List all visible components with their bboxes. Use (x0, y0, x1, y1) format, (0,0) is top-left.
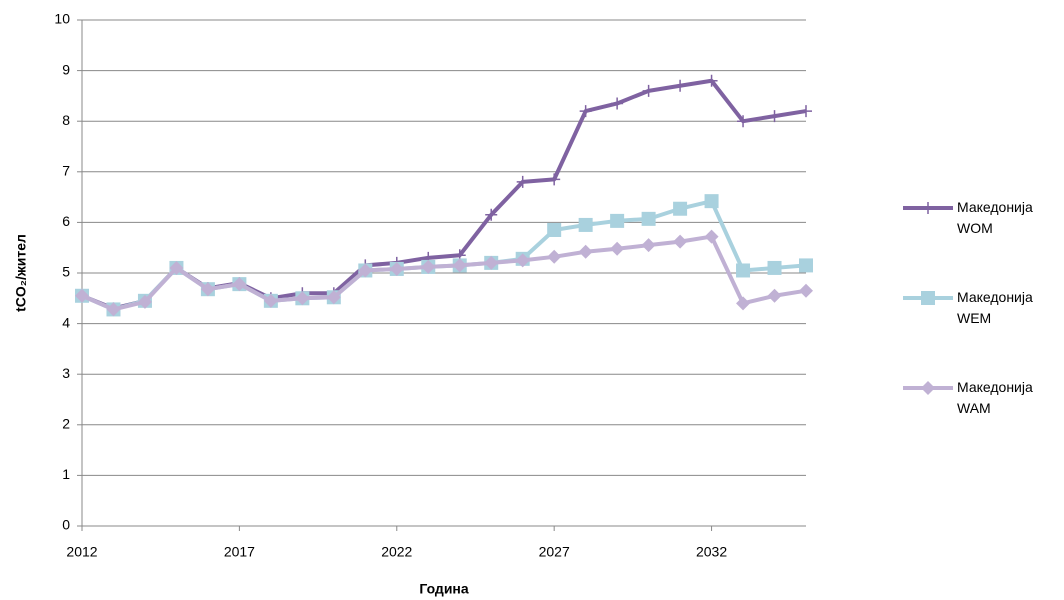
marker (326, 290, 341, 305)
marker (673, 234, 688, 249)
y-tick-label: 7 (62, 163, 70, 179)
series-line (81, 78, 807, 311)
marker (548, 173, 561, 186)
marker (516, 175, 529, 188)
y-tick-label: 6 (62, 213, 70, 229)
marker (705, 74, 718, 87)
marker (547, 249, 562, 264)
marker (421, 259, 436, 274)
y-tick-label: 4 (62, 314, 70, 330)
y-tick-label: 9 (62, 61, 70, 77)
marker (137, 294, 152, 309)
marker (358, 263, 373, 278)
marker (610, 213, 625, 228)
marker (704, 229, 719, 244)
marker (611, 97, 624, 110)
marker (75, 288, 89, 303)
marker (768, 110, 781, 123)
marker (485, 208, 498, 221)
y-tick-label: 5 (62, 264, 70, 280)
x-tick-label: 2017 (224, 544, 255, 560)
x-tick-label: 2012 (66, 544, 97, 560)
legend-label: Македонија WOM (957, 199, 1033, 236)
marker (578, 244, 593, 259)
marker (232, 277, 247, 292)
x-axis-title: Година (419, 581, 469, 597)
marker (106, 302, 121, 317)
x-tick-label: 2032 (696, 544, 727, 560)
y-axis-title: tCO₂/жител (13, 234, 29, 312)
marker (515, 253, 530, 268)
marker (674, 79, 687, 92)
x-tick-label: 2027 (539, 544, 570, 560)
marker (704, 194, 719, 209)
marker (641, 211, 656, 226)
marker (737, 115, 750, 128)
marker (736, 296, 751, 311)
legend-marker (921, 381, 935, 395)
marker (800, 105, 812, 118)
x-tick-label: 2022 (381, 544, 412, 560)
marker (295, 291, 310, 306)
marker (642, 84, 655, 97)
marker (767, 288, 782, 303)
legend-marker (922, 202, 934, 214)
marker (799, 283, 813, 298)
marker (263, 293, 278, 308)
marker (673, 201, 688, 216)
marker (452, 258, 467, 273)
y-tick-label: 3 (62, 365, 70, 381)
y-tick-label: 8 (62, 112, 70, 128)
legend-label: Македонија WEM (957, 289, 1033, 326)
legend-label: Македонија WAM (957, 379, 1033, 416)
marker (389, 261, 404, 276)
legend-marker (921, 291, 935, 305)
y-tick-label: 1 (62, 466, 70, 482)
marker (736, 263, 751, 278)
y-tick-label: 10 (54, 11, 70, 27)
marker (641, 238, 656, 253)
marker (799, 258, 813, 273)
marker (767, 260, 782, 275)
y-tick-label: 0 (62, 517, 70, 533)
marker (200, 282, 215, 297)
marker (579, 105, 592, 118)
marker (578, 217, 593, 232)
marker (547, 222, 562, 237)
y-tick-label: 2 (62, 416, 70, 432)
marker (484, 255, 499, 270)
marker (610, 241, 625, 256)
marker (169, 260, 184, 275)
